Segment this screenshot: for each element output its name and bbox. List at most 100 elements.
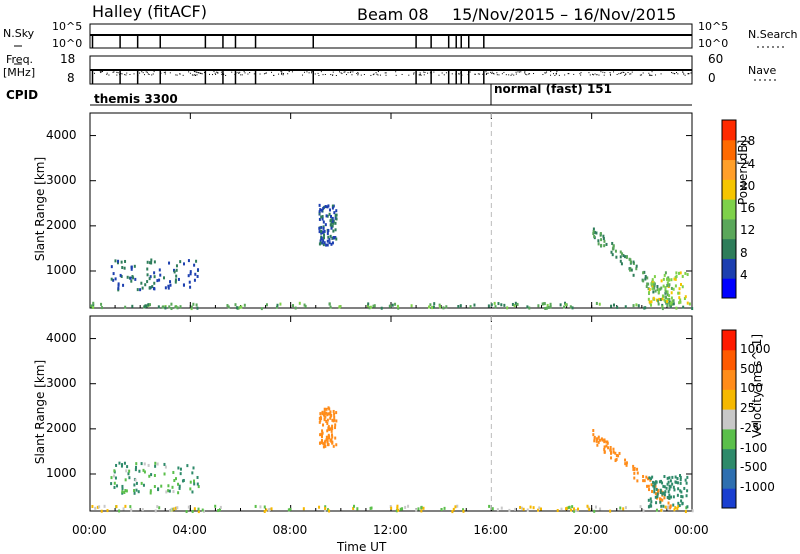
echo-cell bbox=[145, 304, 148, 308]
echo-cell bbox=[676, 477, 679, 481]
echo-cell bbox=[135, 462, 138, 466]
nave-point bbox=[546, 71, 548, 73]
nave-point bbox=[524, 71, 526, 73]
echo-cell bbox=[663, 273, 666, 277]
echo-cell bbox=[462, 509, 465, 513]
echo-cell bbox=[661, 481, 664, 485]
echo-cell bbox=[494, 305, 497, 309]
echo-cell bbox=[321, 429, 324, 433]
echo-cell bbox=[668, 487, 671, 491]
echo-cell bbox=[676, 493, 679, 497]
echo-cell bbox=[680, 282, 683, 286]
echo-cell bbox=[98, 505, 101, 509]
echo-cell bbox=[321, 435, 324, 439]
echo-cell bbox=[304, 304, 307, 308]
echo-cell bbox=[683, 486, 686, 490]
nave-point bbox=[281, 73, 283, 75]
echo-cell bbox=[196, 274, 199, 278]
echo-cell bbox=[624, 458, 627, 462]
echo-cell bbox=[615, 457, 618, 461]
echo-cell bbox=[549, 302, 552, 306]
nave-point bbox=[291, 71, 293, 73]
echo-cell bbox=[146, 260, 149, 264]
power-colorbar bbox=[721, 119, 737, 299]
nave-point bbox=[194, 74, 196, 76]
nave-point bbox=[240, 74, 242, 76]
echo-cell bbox=[678, 296, 681, 300]
echo-cell bbox=[677, 271, 680, 275]
nave-point bbox=[100, 72, 102, 74]
echo-cell bbox=[639, 505, 642, 509]
echo-cell bbox=[112, 278, 115, 282]
echo-cell bbox=[656, 298, 659, 302]
echo-cell bbox=[679, 475, 682, 479]
echo-cell bbox=[691, 307, 694, 311]
echo-cell bbox=[666, 290, 669, 294]
nave-point bbox=[179, 73, 181, 75]
echo-cell bbox=[566, 506, 569, 510]
echo-cell bbox=[633, 476, 636, 480]
nave-point bbox=[332, 71, 334, 73]
nave-point bbox=[213, 71, 215, 73]
nave-point bbox=[445, 72, 447, 74]
echo-cell bbox=[656, 492, 659, 496]
echo-cell bbox=[153, 271, 156, 275]
echo-cell bbox=[154, 464, 157, 468]
echo-cell bbox=[420, 509, 423, 513]
echo-cell bbox=[668, 294, 671, 298]
echo-cell bbox=[163, 462, 166, 466]
echo-cell bbox=[328, 427, 331, 431]
echo-cell bbox=[678, 503, 681, 507]
nave-point bbox=[482, 73, 484, 75]
echo-cell bbox=[157, 487, 160, 491]
echo-cell bbox=[633, 471, 636, 475]
echo-cell bbox=[318, 210, 321, 214]
echo-cell bbox=[173, 507, 176, 511]
echo-cell bbox=[146, 280, 149, 284]
echo-cell bbox=[114, 476, 117, 480]
echo-cell bbox=[417, 507, 420, 511]
echo-cell bbox=[543, 302, 546, 306]
echo-cell bbox=[150, 261, 153, 265]
echo-cell bbox=[556, 509, 559, 513]
echo-cell bbox=[179, 467, 182, 471]
echo-cell bbox=[674, 284, 677, 288]
echo-cell bbox=[593, 230, 596, 234]
nave-point bbox=[223, 73, 225, 75]
echo-cell bbox=[439, 305, 442, 309]
echo-cell bbox=[618, 451, 621, 455]
echo-cell bbox=[559, 303, 562, 307]
echo-cell bbox=[192, 466, 195, 470]
echo-cell bbox=[322, 230, 325, 234]
echo-cell bbox=[389, 505, 392, 509]
echo-cell bbox=[182, 262, 185, 266]
echo-cell bbox=[143, 470, 146, 474]
echo-cell bbox=[661, 492, 664, 496]
nave-point bbox=[239, 71, 241, 73]
echo-cell bbox=[195, 303, 198, 307]
nave-point bbox=[641, 74, 643, 76]
echo-cell bbox=[132, 276, 135, 280]
echo-cell bbox=[321, 215, 324, 219]
nave-point bbox=[373, 73, 375, 75]
echo-cell bbox=[629, 268, 632, 272]
echo-cell bbox=[603, 450, 606, 454]
echo-cell bbox=[158, 278, 161, 282]
nave-point bbox=[461, 74, 463, 76]
nave-point bbox=[175, 74, 177, 76]
y-tick-label: 2000 bbox=[46, 420, 77, 435]
nave-point bbox=[375, 72, 377, 74]
nave-point bbox=[524, 72, 526, 74]
echo-cell bbox=[671, 299, 674, 303]
echo-cell bbox=[647, 282, 650, 286]
echo-cell bbox=[619, 255, 622, 259]
echo-cell bbox=[662, 484, 665, 488]
x-tick-label: 12:00 bbox=[373, 523, 408, 537]
velocity-colorbar-tick: -25 bbox=[740, 420, 760, 435]
echo-cell bbox=[100, 302, 103, 306]
echo-cell bbox=[287, 508, 290, 512]
y-tick-label: 4000 bbox=[46, 330, 77, 345]
echo-cell bbox=[610, 456, 613, 460]
nave-point bbox=[281, 71, 283, 73]
nave-point bbox=[395, 71, 397, 73]
